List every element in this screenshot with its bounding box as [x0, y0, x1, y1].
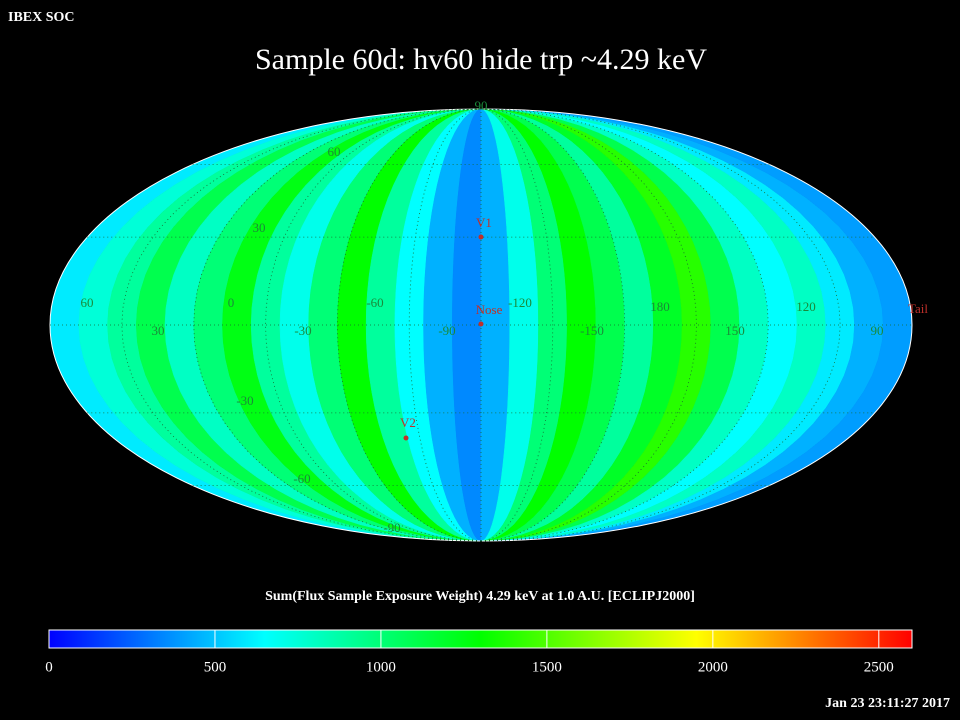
title: Sample 60d: hv60 hide trp ~4.29 keV — [255, 43, 707, 76]
marker-label: Nose — [476, 302, 503, 317]
marker-label: V2 — [400, 415, 416, 430]
longitude-label: 90 — [871, 323, 884, 338]
marker-label: Tail — [908, 301, 928, 316]
longitude-label: -120 — [508, 295, 532, 310]
colorbar-label: Sum(Flux Sample Exposure Weight) 4.29 ke… — [265, 589, 695, 604]
meridian — [480, 108, 697, 542]
latitude-label: 30 — [253, 220, 266, 235]
latitude-label: -90 — [383, 520, 400, 535]
colorbar-tick-label: 1000 — [366, 659, 396, 675]
longitude-label: -60 — [366, 295, 383, 310]
longitude-label: 180 — [650, 299, 670, 314]
longitude-label: 150 — [725, 323, 745, 338]
colorbar-tick-label: 2000 — [698, 659, 728, 675]
latitude-label: 90 — [475, 98, 488, 113]
longitude-label: -150 — [580, 323, 604, 338]
colorbar-tick-label: 500 — [204, 659, 227, 675]
latitude-label: 60 — [328, 144, 341, 159]
colorbar-tick-label: 2500 — [864, 659, 894, 675]
marker-dot — [478, 234, 484, 240]
sky-map — [49, 108, 913, 542]
colorbar-tick-label: 0 — [45, 659, 53, 675]
latitude-label: -30 — [236, 393, 253, 408]
meridian — [265, 108, 482, 542]
colorbar — [48, 629, 913, 649]
latitude-label: -60 — [293, 471, 310, 486]
marker-dot — [478, 321, 484, 327]
longitude-label: -90 — [438, 323, 455, 338]
timestamp: Jan 23 23:11:27 2017 — [825, 696, 950, 711]
meridian — [480, 108, 554, 542]
marker-dot — [403, 435, 409, 441]
meridian — [408, 108, 482, 542]
longitude-label: 120 — [796, 299, 816, 314]
marker-label: V1 — [476, 215, 492, 230]
longitude-label: 60 — [81, 295, 94, 310]
longitude-label: 0 — [228, 295, 235, 310]
longitude-label: -30 — [294, 323, 311, 338]
source: IBEX SOC — [8, 10, 75, 25]
longitude-label: 30 — [152, 323, 165, 338]
colorbar-tick-label: 1500 — [532, 659, 562, 675]
